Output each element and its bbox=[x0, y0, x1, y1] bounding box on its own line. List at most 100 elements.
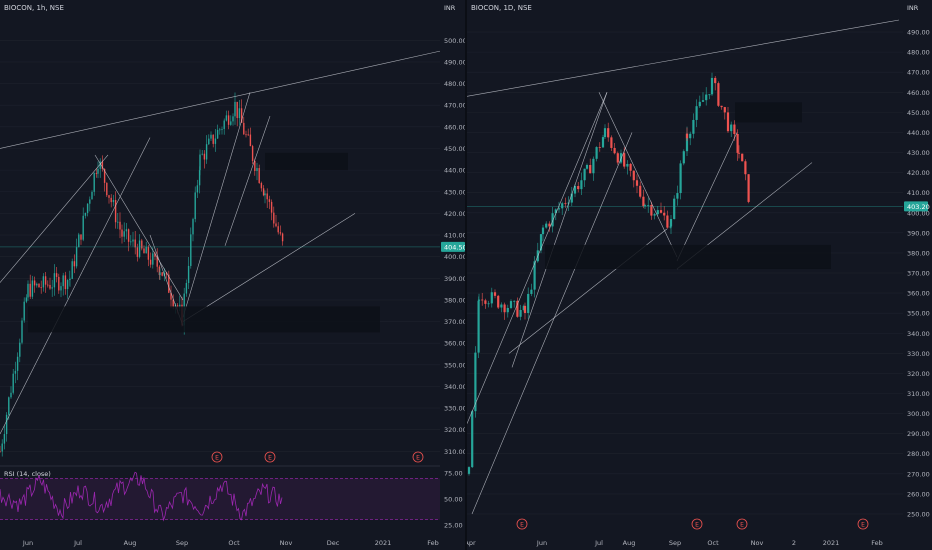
candle-body bbox=[685, 133, 689, 152]
y-tick-label: 480.00 bbox=[444, 80, 465, 88]
candle-body bbox=[23, 301, 25, 321]
y-tick-label: 430.00 bbox=[907, 149, 930, 157]
candle-body bbox=[112, 199, 115, 203]
candle-body bbox=[221, 129, 223, 130]
y-tick-label: 390.00 bbox=[907, 229, 930, 237]
candle-body bbox=[238, 108, 241, 119]
y-tick-label: 270.00 bbox=[907, 470, 930, 478]
candle-body bbox=[258, 168, 260, 184]
candle-body bbox=[108, 195, 110, 198]
candle-body bbox=[196, 185, 199, 193]
candle-body bbox=[138, 240, 141, 257]
candle-body bbox=[281, 233, 284, 242]
candle-body bbox=[513, 300, 516, 302]
candle-body bbox=[650, 204, 653, 216]
candle-body bbox=[539, 234, 543, 251]
rsi-tick-label: 50.00 bbox=[444, 496, 463, 504]
x-tick-label: Sep bbox=[176, 539, 188, 547]
candle-body bbox=[210, 134, 212, 139]
y-tick-label: 350.00 bbox=[907, 310, 930, 318]
y-tick-label: 290.00 bbox=[907, 430, 930, 438]
left-chart-svg[interactable]: 500.00 490.00 480.00 470.00 460.00 450.00 440.… bbox=[0, 0, 465, 550]
last-price-text: 404.50 bbox=[444, 243, 465, 251]
x-tick-label: Feb bbox=[871, 539, 883, 547]
candle-body bbox=[42, 276, 45, 288]
event-marker bbox=[211, 451, 223, 463]
y-tick-label: 400.00 bbox=[444, 253, 465, 261]
x-tick-label: Nov bbox=[280, 539, 293, 547]
rsi-tick-label: 25.00 bbox=[444, 521, 463, 529]
rsi-label: RSI (14, close) bbox=[4, 470, 51, 478]
candle-body bbox=[234, 101, 236, 117]
event-marker-label: E bbox=[695, 522, 699, 529]
candle-body bbox=[208, 138, 210, 145]
y-tick-label: 250.00 bbox=[907, 510, 930, 518]
candle-body bbox=[717, 83, 720, 106]
trend-line bbox=[467, 19, 900, 97]
candle-body bbox=[33, 280, 36, 286]
pane-divider[interactable] bbox=[465, 0, 467, 550]
y-tick-label: 440.00 bbox=[907, 129, 930, 137]
candle-body bbox=[14, 370, 17, 374]
candle-body bbox=[158, 266, 161, 276]
candle-body bbox=[134, 239, 136, 248]
candle-body bbox=[187, 265, 190, 283]
candle-body bbox=[264, 193, 266, 196]
candle-body bbox=[270, 201, 273, 213]
candle-body bbox=[522, 305, 525, 310]
left-chart-pane[interactable]: BIOCON, 1h, NSE 500.00 490.00 480.00 470.00… bbox=[0, 0, 465, 550]
event-marker-label: E bbox=[416, 455, 420, 462]
x-tick-label: Feb bbox=[427, 539, 439, 547]
candle-body bbox=[487, 303, 490, 305]
candle-body bbox=[230, 121, 232, 125]
last-price-tag bbox=[441, 241, 465, 252]
zone-box bbox=[265, 152, 348, 171]
event-marker bbox=[516, 518, 528, 530]
candle-body bbox=[127, 229, 130, 242]
x-tick-label: 2 bbox=[792, 539, 796, 547]
candle-body bbox=[82, 215, 84, 240]
candle-body bbox=[66, 280, 69, 290]
candle-body bbox=[701, 100, 705, 102]
candle-body bbox=[97, 168, 99, 174]
candle-body bbox=[541, 227, 545, 235]
candle-body bbox=[737, 152, 741, 154]
candle-body bbox=[25, 297, 28, 302]
candle-body bbox=[58, 276, 60, 291]
x-tick-label: Jul bbox=[594, 539, 603, 547]
candle-body bbox=[170, 292, 172, 300]
candle-body bbox=[607, 128, 610, 138]
y-tick-label: 260.00 bbox=[907, 490, 930, 498]
y-tick-label: 360.00 bbox=[444, 340, 465, 348]
y-tick-label: 460.00 bbox=[444, 123, 465, 131]
candle-body bbox=[481, 299, 484, 301]
event-marker bbox=[264, 451, 276, 463]
trend-line bbox=[224, 115, 271, 246]
candle-body bbox=[714, 77, 717, 84]
candle-body bbox=[236, 101, 238, 119]
x-tick-label: Jun bbox=[536, 539, 547, 547]
right-chart-pane[interactable]: BIOCON, 1D, NSE 490.00 480.00 470.00 460.00… bbox=[467, 0, 932, 550]
candle-body bbox=[733, 124, 736, 134]
candle-body bbox=[249, 134, 252, 147]
right-chart-svg[interactable]: 490.00 480.00 470.00 460.00 450.00 440.00 430.… bbox=[467, 0, 932, 550]
candle-body bbox=[577, 185, 580, 190]
candle-body bbox=[205, 144, 208, 160]
candle-body bbox=[533, 261, 536, 290]
candle-body bbox=[49, 284, 51, 289]
candle-body bbox=[726, 112, 730, 132]
candle-body bbox=[84, 212, 87, 216]
event-marker-label: E bbox=[268, 455, 272, 462]
x-tick-label: Apr bbox=[467, 539, 476, 547]
candle-body bbox=[527, 293, 530, 314]
candle-body bbox=[477, 299, 481, 301]
candle-body bbox=[610, 137, 613, 148]
candle-body bbox=[27, 283, 29, 298]
candle-body bbox=[136, 247, 139, 257]
candle-body bbox=[692, 119, 695, 134]
candle-body bbox=[62, 275, 64, 287]
trend-line bbox=[0, 50, 441, 149]
candle-body bbox=[194, 192, 196, 220]
candle-body bbox=[266, 193, 268, 200]
candle-body bbox=[685, 133, 689, 139]
